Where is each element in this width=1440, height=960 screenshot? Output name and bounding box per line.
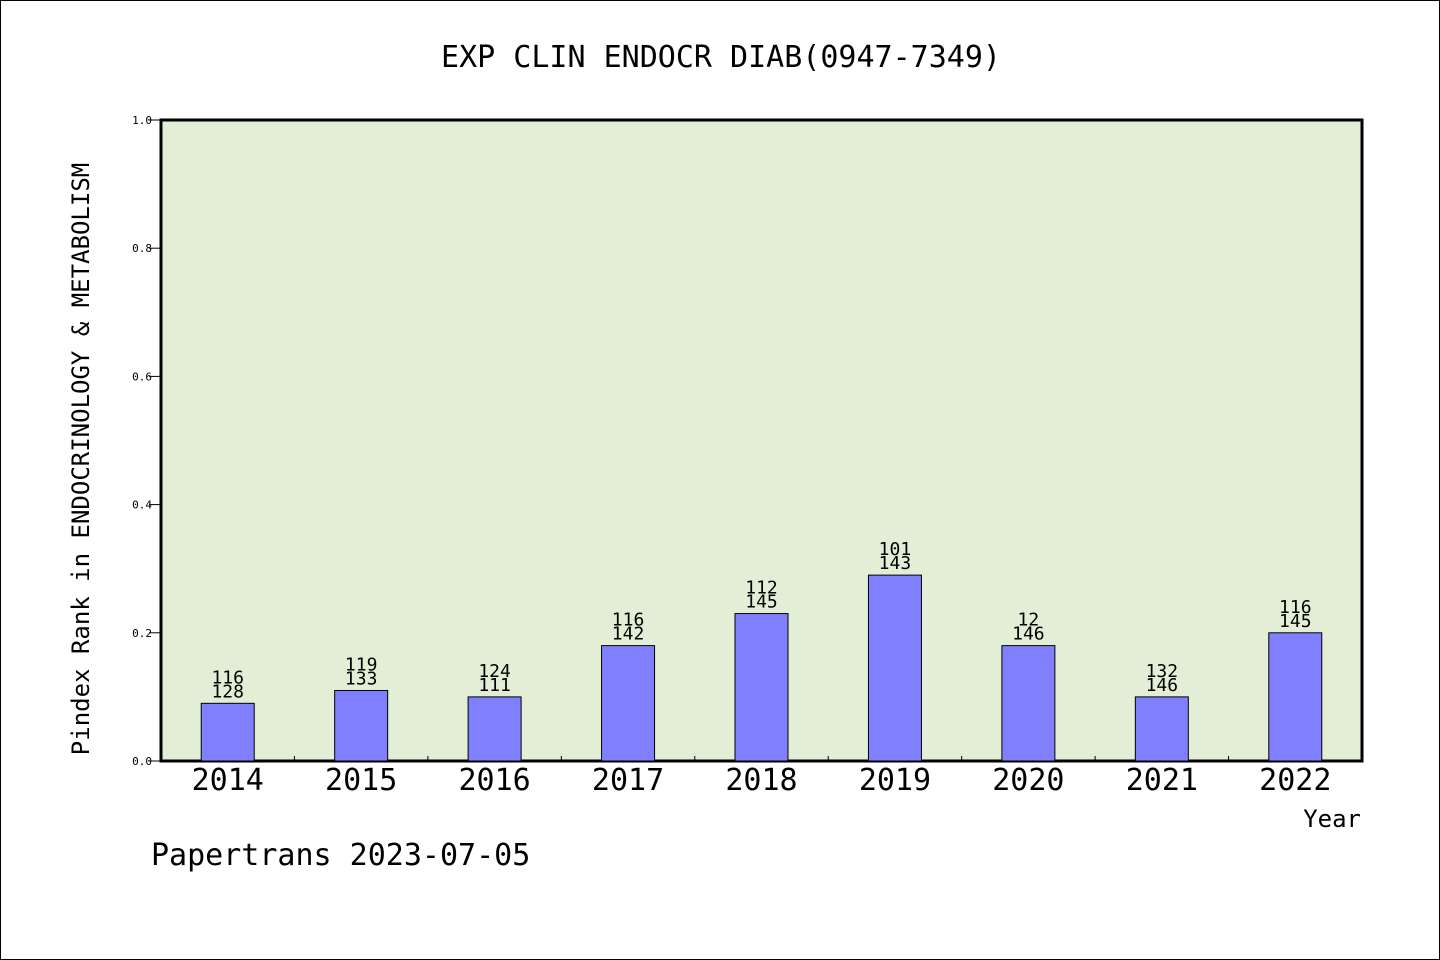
bar-label-top: 119	[345, 654, 378, 675]
y-axis-label: Pindex Rank in ENDOCRINOLOGY & METABOLIS…	[67, 163, 95, 755]
bar-label-bottom: 145	[1279, 611, 1312, 632]
bar-label-bottom: 146	[1146, 675, 1179, 696]
y-tick-label: 0.0	[132, 755, 152, 768]
bar-label-top: 101	[879, 539, 912, 560]
x-tick-label: 2019	[859, 763, 931, 798]
x-tick-label: 2017	[592, 763, 664, 798]
y-tick-label: 0.6	[132, 370, 152, 383]
bars	[200, 574, 1323, 762]
x-tick-label: 2022	[1259, 763, 1331, 798]
bar-label-top: 124	[478, 661, 511, 682]
y-tick-label: 0.8	[132, 242, 152, 255]
bar	[734, 613, 789, 762]
bar-label-bottom: 146	[1012, 624, 1045, 645]
bar	[1134, 696, 1189, 762]
bar-label-top: 112	[745, 578, 778, 599]
y-axis: 0.0 0.2 0.4 0.6 0.8 1.0	[132, 114, 161, 768]
x-tick-label: 2014	[192, 763, 264, 798]
x-tick-label: 2015	[325, 763, 397, 798]
bar-label-top: 116	[211, 667, 244, 688]
bar-label-bottom: 133	[345, 668, 378, 689]
x-tick-label: 2018	[725, 763, 797, 798]
bar	[1268, 632, 1323, 762]
bar-label-top: 132	[1146, 661, 1179, 682]
bar-label-bottom: 143	[879, 553, 912, 574]
bar-label-top: 116	[1279, 597, 1312, 618]
footer-credit: Papertrans 2023-07-05	[151, 838, 530, 873]
bar	[601, 645, 656, 762]
x-tick-label: 2016	[458, 763, 530, 798]
x-tick-label: 2021	[1126, 763, 1198, 798]
bar-label-bottom: 142	[612, 624, 645, 645]
y-tick-label: 0.2	[132, 627, 152, 640]
bar-label-bottom: 128	[211, 681, 244, 702]
x-axis-label: Year	[1303, 805, 1361, 833]
x-tick-label: 2020	[992, 763, 1064, 798]
bar	[200, 702, 255, 762]
bar-label-top: 116	[612, 610, 645, 631]
bar	[334, 689, 389, 762]
x-axis: 2014 2015 2016 2017 2018 2019 2020 2021 2022	[192, 756, 1331, 798]
bar	[467, 696, 522, 762]
bar	[867, 574, 922, 762]
y-tick-label: 1.0	[132, 114, 152, 127]
y-tick-label: 0.4	[132, 499, 152, 512]
chart-title: EXP CLIN ENDOCR DIAB(0947-7349)	[441, 40, 1001, 75]
bar-label-bottom: 111	[478, 675, 511, 696]
bar-label-bottom: 145	[745, 592, 778, 613]
bar	[1001, 645, 1056, 762]
bar-label-top: 12	[1018, 610, 1040, 631]
